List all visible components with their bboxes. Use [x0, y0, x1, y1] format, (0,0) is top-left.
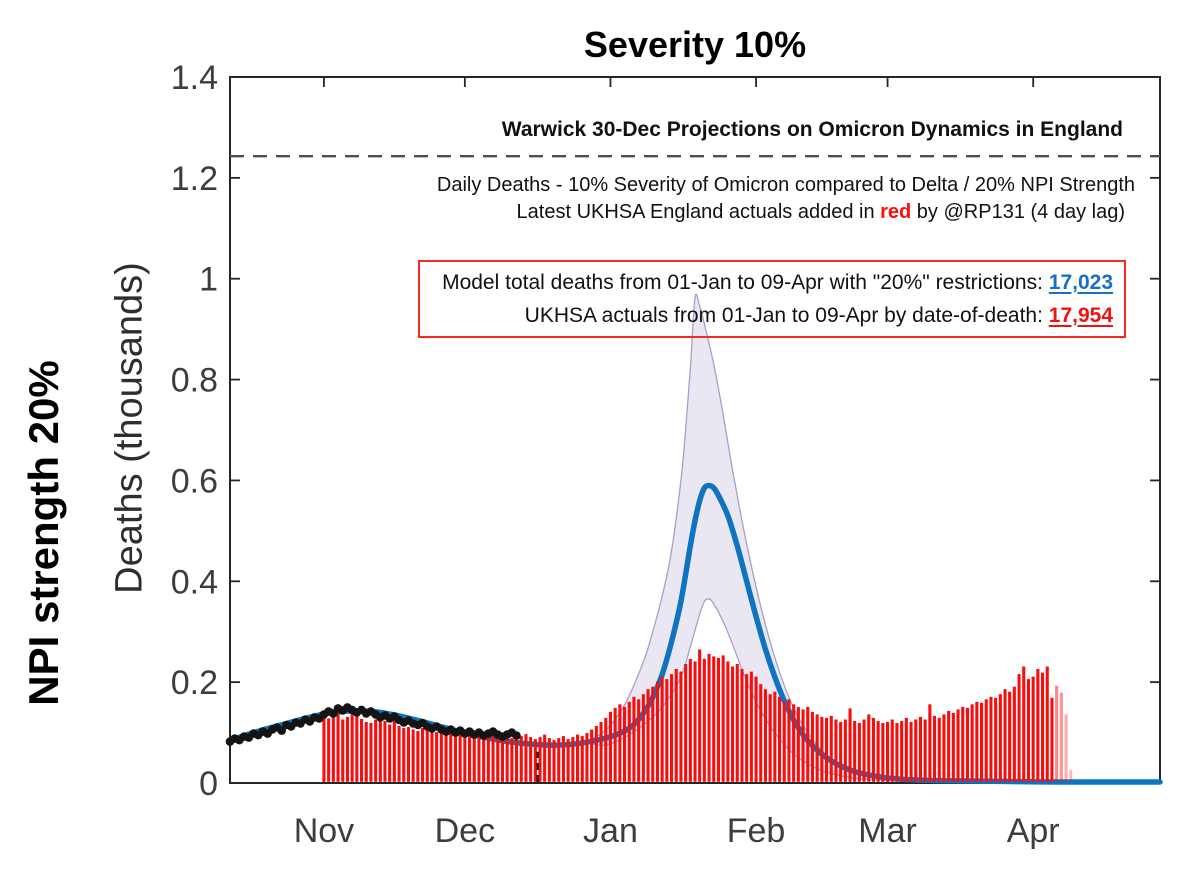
x-tick-label: Nov	[294, 812, 354, 850]
actuals-dots	[225, 703, 521, 746]
chart-title: Severity 10%	[583, 24, 807, 65]
x-tick-label: Feb	[727, 812, 786, 850]
model-total-row: Model total deaths from 01-Jan to 09-Apr…	[442, 271, 1113, 295]
y-tick-label: 1.4	[171, 59, 218, 97]
x-tick-label: Mar	[858, 812, 917, 850]
y-tick-label: 0.4	[171, 563, 218, 601]
model-total-label: Model total deaths from 01-Jan to 09-Apr…	[442, 270, 1049, 294]
x-tick-label: Dec	[435, 812, 495, 850]
annotation-red-word: red	[880, 201, 912, 223]
actuals-total-row: UKHSA actuals from 01-Jan to 09-Apr by d…	[525, 304, 1113, 328]
axis-frame: 0 0.2 0.4 0.6 0.8 1 1.2 1.4 Nov Dec Jan Feb Mar Apr	[171, 59, 1161, 850]
annotation-credit-prefix: Latest UKHSA England actuals added in	[516, 201, 881, 223]
y-axis-label-deaths: Deaths (thousands)	[108, 262, 151, 594]
model-total-value: 17,023	[1048, 270, 1113, 294]
totals-summary-box: Model total deaths from 01-Jan to 09-Apr…	[418, 260, 1126, 338]
y-tick-label: 0.2	[171, 664, 218, 702]
x-tick-label: Jan	[583, 812, 638, 850]
actuals-bars	[322, 649, 1073, 782]
x-tick-label: Apr	[1007, 812, 1060, 850]
annotation-subtitle: Daily Deaths - 10% Severity of Omicron c…	[436, 174, 1135, 196]
annotation-headline: Warwick 30-Dec Projections on Omicron Dy…	[501, 118, 1123, 141]
actuals-total-label: UKHSA actuals from 01-Jan to 09-Apr by d…	[524, 303, 1049, 327]
annotation-credit: Latest UKHSA England actuals added in re…	[517, 201, 1125, 224]
y-tick-label: 0	[199, 765, 218, 803]
y-tick-label: 1	[199, 261, 218, 299]
actuals-total-value: 17,954	[1048, 303, 1113, 327]
y-tick-label: 1.2	[171, 160, 218, 198]
annotation-credit-suffix: by @RP131 (4 day lag)	[911, 201, 1125, 223]
y-tick-label: 0.8	[171, 362, 218, 400]
y-tick-label: 0.6	[171, 462, 218, 500]
left-axis-label-npi-strength: NPI strength 20%	[20, 360, 67, 706]
